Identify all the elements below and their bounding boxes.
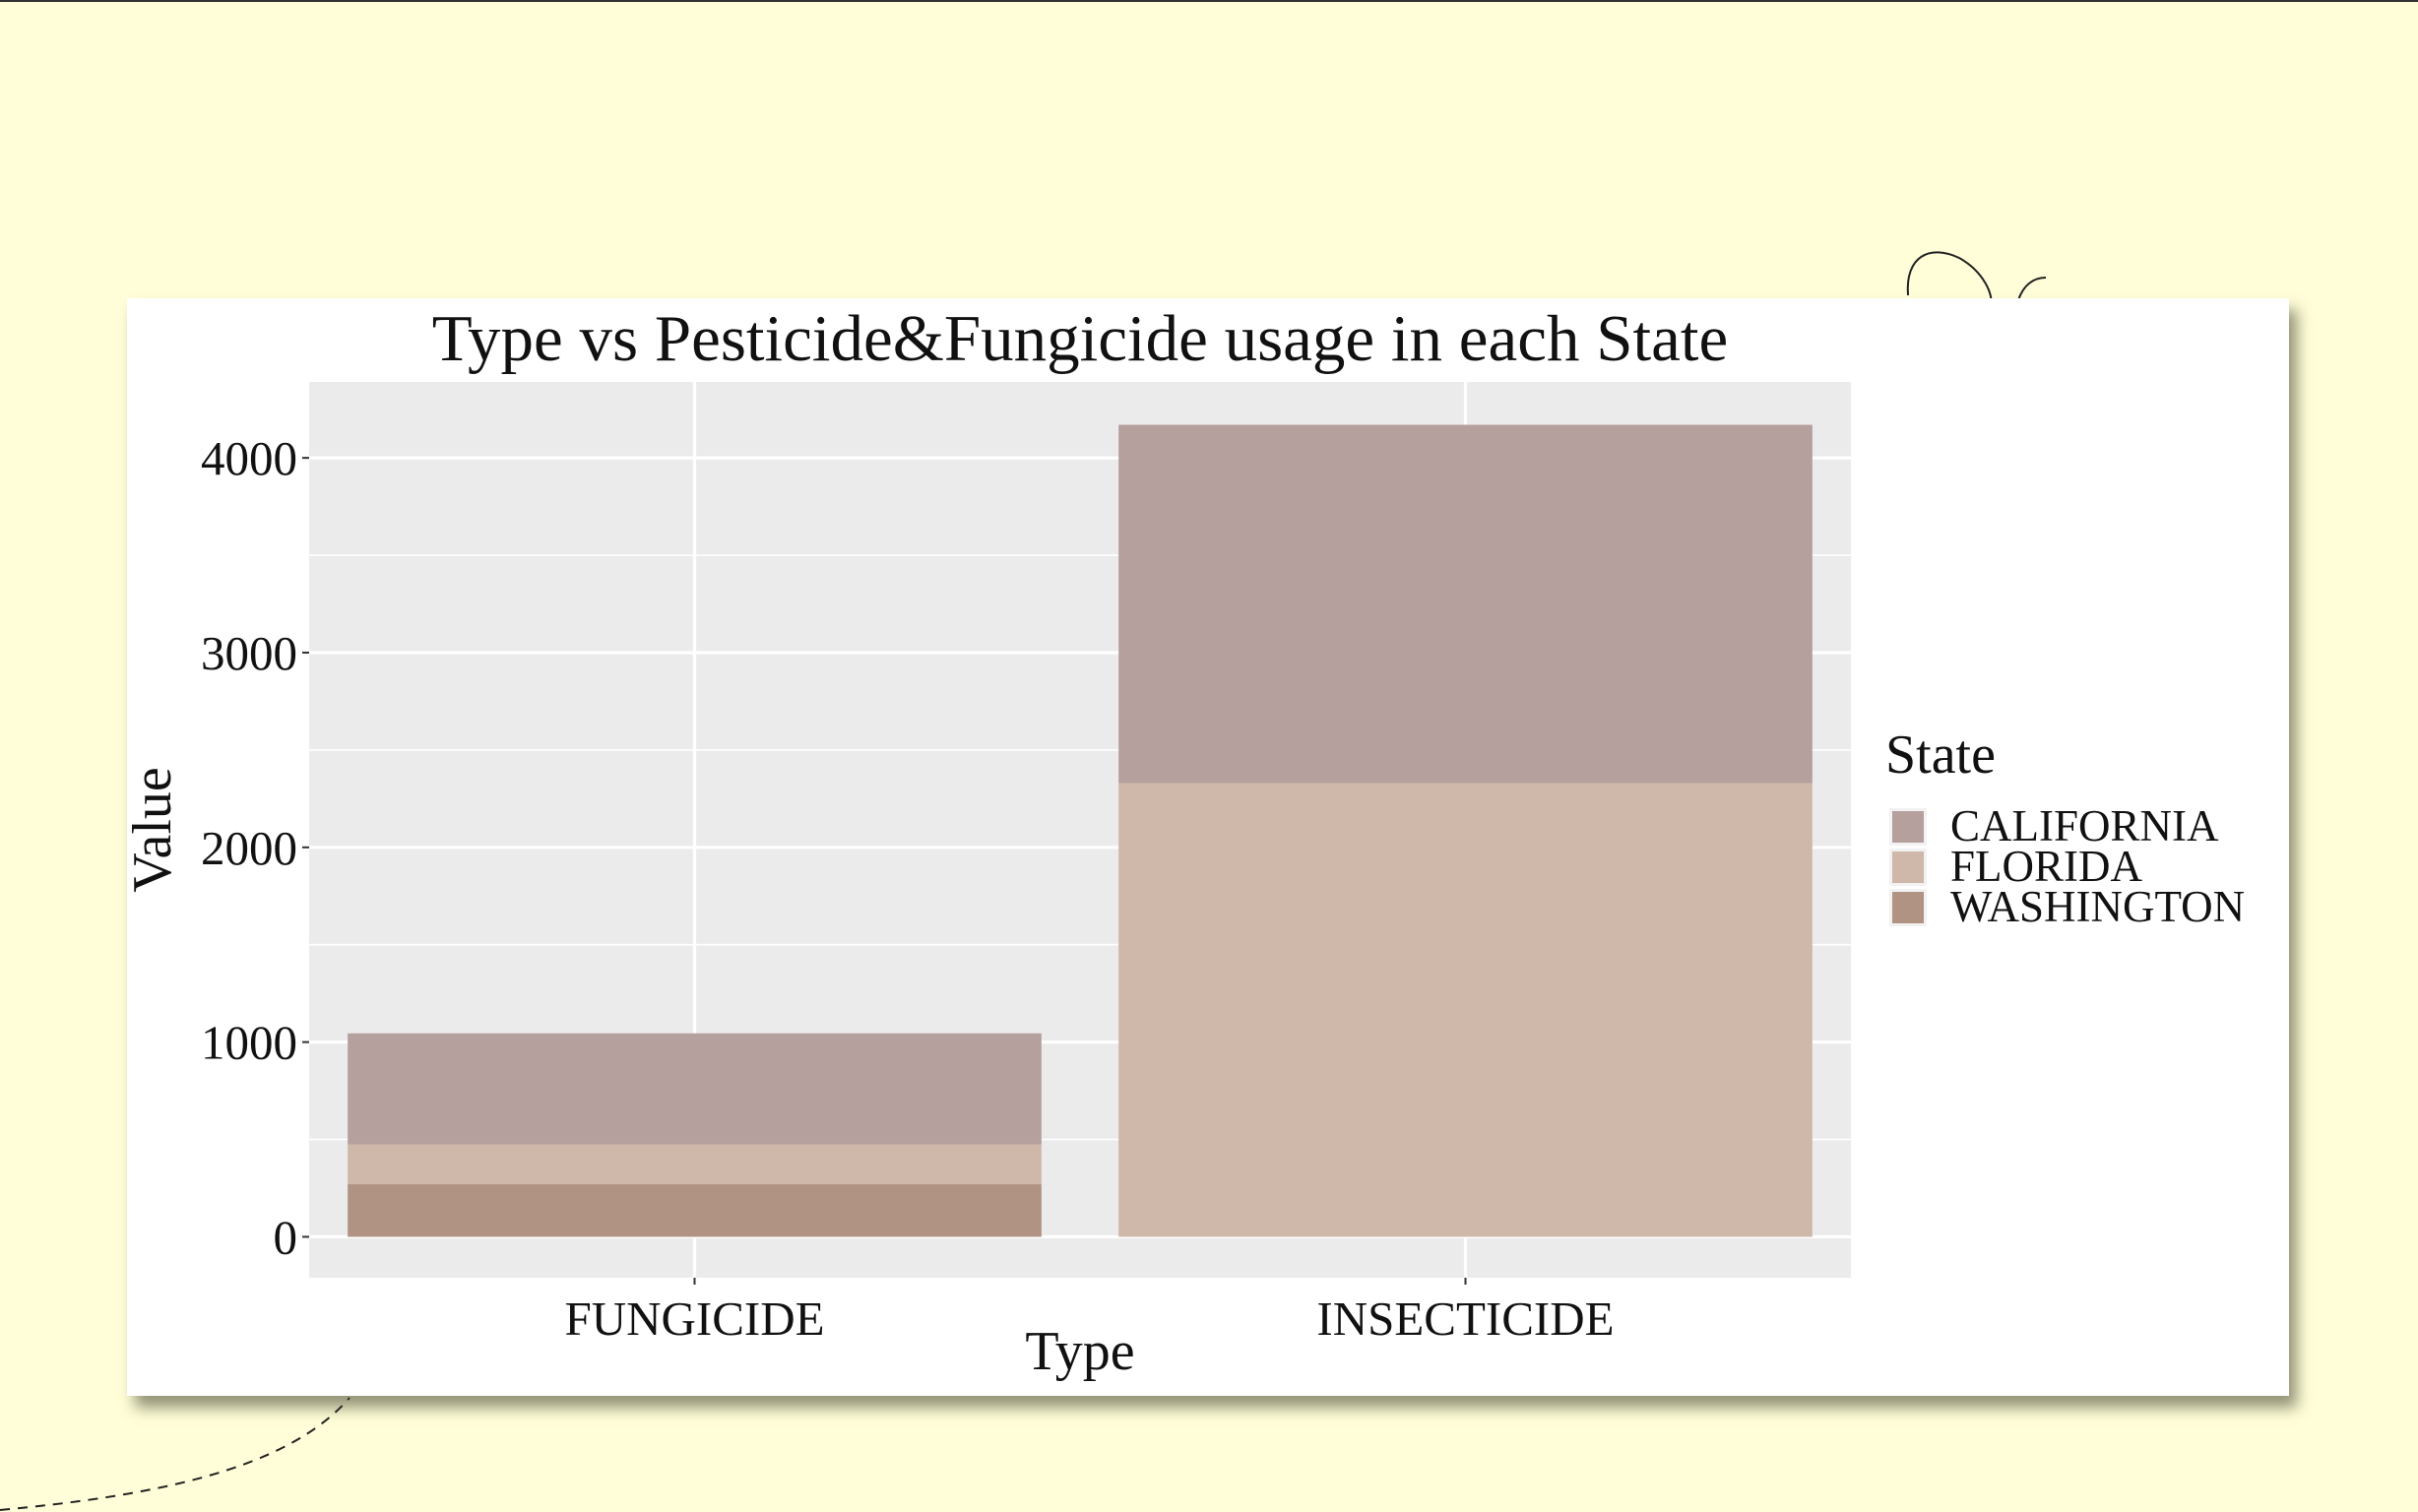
bars (348, 424, 1813, 1237)
legend-label-washington: WASHINGTON (1950, 882, 2245, 931)
y-tick-label: 4000 (201, 431, 297, 485)
y-axis: 0 1000 2000 3000 4000 (201, 431, 309, 1264)
x-tick-label: INSECTICIDE (1316, 1292, 1614, 1346)
y-axis-title: Value (127, 767, 183, 893)
y-tick-label: 2000 (201, 821, 297, 875)
legend-swatch-washington (1892, 892, 1924, 923)
bar-fungicide-washington (348, 1184, 1042, 1237)
chart-slide: 0 1000 2000 3000 4000 FUNGICIDE INSECTICIDE T… (127, 298, 2289, 1396)
y-tick-label: 3000 (201, 626, 297, 680)
legend-title: State (1885, 724, 1996, 786)
bar-insecticide-california (1118, 424, 1813, 784)
top-border-line (0, 0, 2418, 2)
legend-label-florida: FLORIDA (1950, 842, 2143, 891)
chart-title: Type vs Pesticide&Fungicide usage in eac… (432, 302, 1728, 375)
x-tick-label: FUNGICIDE (564, 1292, 824, 1346)
stacked-bar-chart: 0 1000 2000 3000 4000 FUNGICIDE INSECTICIDE T… (127, 302, 2245, 1382)
legend-swatch-california (1892, 811, 1924, 843)
legend-swatch-florida (1892, 851, 1924, 883)
legend-label-california: CALIFORNIA (1950, 801, 2219, 850)
y-tick-label: 1000 (201, 1016, 297, 1070)
y-tick-label: 0 (274, 1210, 298, 1264)
x-axis: FUNGICIDE INSECTICIDE (564, 1278, 1615, 1346)
bar-fungicide-california (348, 1033, 1042, 1145)
x-axis-title: Type (1025, 1321, 1134, 1382)
bar-insecticide-florida (1118, 783, 1813, 1237)
bar-fungicide-florida (348, 1144, 1042, 1185)
